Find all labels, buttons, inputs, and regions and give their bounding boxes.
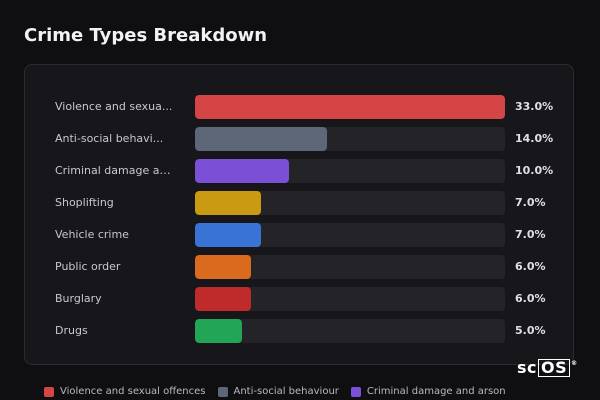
legend-label: Criminal damage and arson xyxy=(366,386,506,397)
legend-label: Violence and sexual offences xyxy=(60,386,206,397)
bar xyxy=(195,127,327,151)
logo-text-sc: sc xyxy=(517,358,538,377)
legend-item: Violence and sexual offences xyxy=(44,386,206,397)
bar-label: Drugs xyxy=(55,324,88,337)
bar-label: Violence and sexua... xyxy=(55,100,173,113)
bar-row: Drugs 5.0% xyxy=(25,319,573,343)
chart-legend: Violence and sexual offences Anti-social … xyxy=(44,386,506,397)
legend-swatch xyxy=(44,386,54,397)
bar-label: Public order xyxy=(55,260,121,273)
bar-row: Violence and sexua... 33.0% xyxy=(25,95,573,119)
scos-logo: sc OS ® xyxy=(517,358,578,377)
bar-track xyxy=(195,191,505,215)
bar-track xyxy=(195,95,505,119)
bar xyxy=(195,319,242,343)
bar-value-label: 7.0% xyxy=(515,228,546,241)
bar-value-label: 6.0% xyxy=(515,260,546,273)
bar-value-label: 5.0% xyxy=(515,324,546,337)
bar-row: Vehicle crime 7.0% xyxy=(25,223,573,247)
bar-track xyxy=(195,159,505,183)
bar-track xyxy=(195,255,505,279)
bar-row: Public order 6.0% xyxy=(25,255,573,279)
bar xyxy=(195,95,505,119)
bar-label: Burglary xyxy=(55,292,102,305)
bar-row: Criminal damage an... 10.0% xyxy=(25,159,573,183)
bar-label: Anti-social behavi... xyxy=(55,132,164,145)
legend-swatch xyxy=(350,386,361,397)
bar-value-label: 7.0% xyxy=(515,196,546,209)
logo-text-os: OS xyxy=(538,358,571,377)
bar-row: Burglary 6.0% xyxy=(25,287,573,311)
bar-track xyxy=(195,287,505,311)
chart-panel: Violence and sexua... 33.0% Anti-social be… xyxy=(24,64,574,365)
legend-swatch xyxy=(217,386,228,397)
bar xyxy=(195,287,251,311)
bar-row: Shoplifting 7.0% xyxy=(25,191,573,215)
bar-row: Anti-social behavi... 14.0% xyxy=(25,127,573,151)
legend-item: Anti-social behaviour xyxy=(217,386,339,397)
bar-track xyxy=(195,319,505,343)
bar-value-label: 33.0% xyxy=(515,100,554,113)
bar xyxy=(195,255,251,279)
bar-label: Criminal damage an... xyxy=(55,164,175,177)
page-title: Crime Types Breakdown xyxy=(24,25,268,46)
logo-registered-mark: ® xyxy=(571,360,578,367)
bar-value-label: 6.0% xyxy=(515,292,546,305)
bar-track xyxy=(195,127,505,151)
bar xyxy=(195,223,261,247)
bar-track xyxy=(195,223,505,247)
bar-value-label: 14.0% xyxy=(515,132,554,145)
legend-item: Criminal damage and arson xyxy=(350,386,506,397)
bar-label: Vehicle crime xyxy=(55,228,129,241)
bar xyxy=(195,159,289,183)
bar-value-label: 10.0% xyxy=(515,164,554,177)
bar xyxy=(195,191,261,215)
bar-label: Shoplifting xyxy=(55,196,114,209)
legend-label: Anti-social behaviour xyxy=(233,386,339,397)
